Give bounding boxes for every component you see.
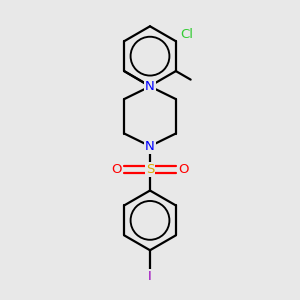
Text: I: I	[148, 270, 152, 283]
Text: O: O	[178, 163, 188, 176]
Text: N: N	[145, 80, 155, 93]
Text: S: S	[146, 163, 154, 176]
Text: O: O	[112, 163, 122, 176]
Text: N: N	[145, 140, 155, 153]
Text: Cl: Cl	[180, 28, 194, 41]
